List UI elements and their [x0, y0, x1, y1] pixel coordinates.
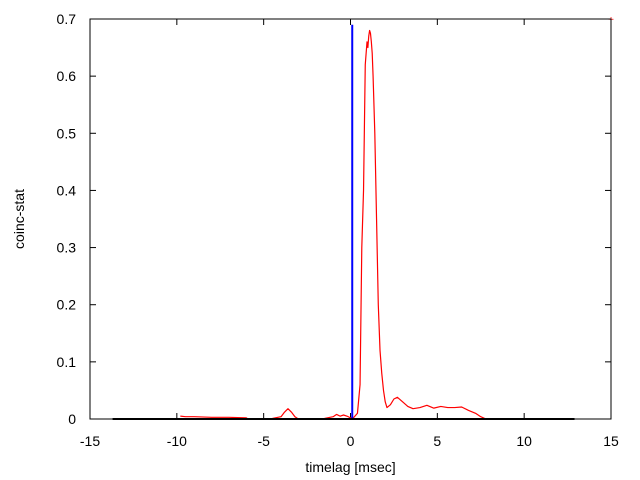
y-axis-label: coinc-stat — [11, 189, 27, 249]
y-tick-label: 0.3 — [57, 240, 77, 256]
y-tick-label: 0.5 — [57, 125, 77, 141]
x-tick-label: -10 — [167, 433, 187, 449]
tick-marks — [89, 18, 612, 420]
y-tick-label: 0.1 — [57, 354, 77, 370]
x-tick-label: 5 — [433, 433, 441, 449]
x-axis-label: timelag [msec] — [305, 459, 395, 475]
y-tick-label: 0.4 — [57, 182, 77, 198]
plot-frame — [89, 18, 612, 420]
x-tick-label: 0 — [347, 433, 355, 449]
y-tick-label: 0.2 — [57, 297, 77, 313]
y-tick-label: 0 — [68, 411, 76, 427]
x-tick-label: 10 — [516, 433, 532, 449]
tick-labels: -15 -10 -5 0 5 10 15 0 0.1 0.2 0.3 0.4 0.5 0.6 0.7 — [57, 11, 619, 449]
coinc-stat-series — [180, 29, 487, 420]
y-tick-label: 0.7 — [57, 11, 77, 27]
series-layer: + — [112, 15, 614, 420]
x-tick-label: -5 — [257, 433, 270, 449]
x-tick-label: -15 — [80, 433, 100, 449]
x-tick-label: 15 — [603, 433, 619, 449]
y-tick-label: 0.6 — [57, 68, 77, 84]
